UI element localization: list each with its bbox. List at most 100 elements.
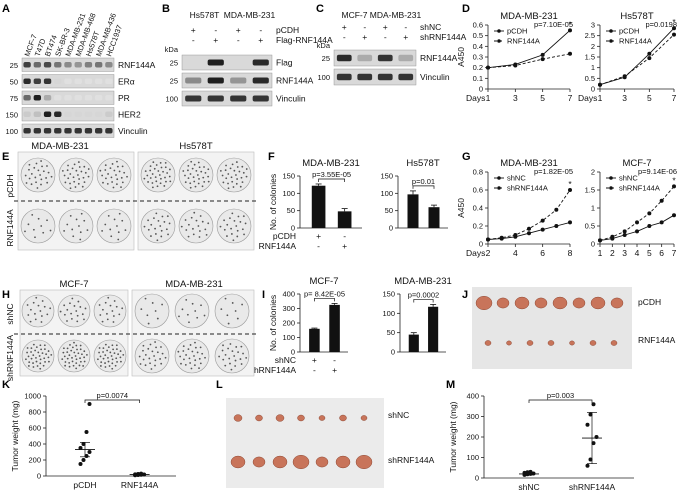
colony	[76, 320, 79, 323]
data-point	[568, 188, 572, 192]
y-tick-label: 50	[387, 328, 395, 337]
band	[84, 78, 93, 84]
row-label: RNF144A	[638, 335, 676, 345]
colony	[182, 170, 185, 172]
colony	[196, 351, 199, 354]
y-tick-label: 0	[37, 472, 41, 481]
colony	[102, 181, 104, 184]
colony	[189, 186, 192, 189]
culture-dish	[174, 293, 210, 329]
bar	[329, 304, 340, 352]
colony	[63, 313, 66, 316]
colony	[62, 347, 65, 350]
x-tick-label: 2	[486, 248, 491, 258]
colony	[113, 218, 116, 221]
colony	[190, 216, 193, 219]
colony	[187, 223, 190, 226]
series-line	[487, 53, 571, 69]
tumor	[569, 340, 575, 346]
y-tick-label: 0	[591, 240, 595, 249]
colony	[74, 186, 77, 188]
band	[23, 95, 31, 101]
significance-marker: *	[568, 179, 572, 189]
colony	[245, 356, 248, 359]
y-tick-label: 0	[479, 240, 483, 249]
bar	[337, 211, 352, 228]
colony	[199, 215, 202, 217]
colony	[226, 223, 229, 226]
colony	[66, 347, 69, 350]
colony	[230, 176, 233, 179]
group-label: MDA-MB-231	[31, 141, 89, 152]
colony	[151, 302, 154, 304]
chart-title: MDA-MB-231	[302, 158, 360, 169]
y-tick-label: 100	[282, 189, 295, 198]
colony	[182, 350, 185, 352]
colony	[231, 350, 234, 353]
data-point	[622, 229, 627, 234]
kda-marker: 100	[165, 95, 178, 104]
band	[94, 95, 103, 101]
colony	[44, 361, 46, 363]
treatment-sign: +	[316, 231, 321, 241]
colony	[123, 171, 126, 174]
culture-dish	[216, 208, 252, 244]
colony	[195, 219, 198, 222]
colony	[104, 164, 107, 167]
y-tick-label: 300	[282, 304, 295, 313]
colony	[222, 344, 224, 347]
band	[54, 95, 62, 101]
colony	[107, 356, 109, 359]
colony	[198, 367, 200, 370]
colony	[63, 355, 66, 358]
y-tick-label: 100	[466, 453, 479, 462]
colony	[110, 235, 113, 238]
colony	[167, 233, 169, 236]
colony	[26, 351, 28, 354]
colony	[104, 354, 107, 357]
y-tick-label: 1	[591, 63, 595, 72]
p-value-annotation: p=0.003	[547, 391, 574, 400]
treatment-sign: -	[259, 25, 262, 35]
colony	[164, 356, 167, 359]
colony	[75, 362, 78, 365]
data-point	[588, 457, 593, 462]
band	[105, 95, 113, 101]
band	[336, 54, 352, 62]
colony	[147, 181, 149, 183]
colony	[242, 352, 244, 355]
band	[33, 78, 42, 84]
colony	[160, 346, 162, 348]
blot-strip	[333, 68, 417, 86]
tumor	[252, 456, 266, 468]
panel-letter-i: I	[262, 289, 265, 301]
colony	[116, 165, 119, 168]
x-tick-label: 5	[647, 248, 652, 258]
panel-b-western-blot: Hs578T MDA-MB-231+ - + - pCDH- + - + Flag-RNF144A…	[165, 10, 333, 107]
colony	[49, 229, 52, 232]
bar	[309, 328, 320, 352]
colony	[75, 344, 78, 347]
culture-dish	[20, 208, 56, 244]
colony	[144, 354, 147, 356]
band	[94, 111, 103, 117]
colony	[194, 185, 197, 188]
colony	[79, 238, 82, 241]
colony	[115, 344, 118, 347]
colony	[107, 360, 110, 363]
treatment-sign: -	[363, 22, 366, 32]
colony	[112, 186, 115, 189]
treatment-sign: -	[343, 32, 346, 42]
colony	[230, 233, 233, 235]
colony	[155, 346, 157, 349]
culture-dish	[214, 338, 250, 374]
colony	[46, 219, 48, 222]
colony	[111, 163, 114, 165]
colony	[179, 355, 182, 358]
y-axis-label: A450	[456, 198, 466, 218]
colony	[161, 215, 164, 218]
y-tick-label: 0.5	[585, 222, 595, 231]
data-point	[540, 227, 545, 232]
band	[23, 128, 31, 134]
band-label: HER2	[118, 109, 141, 119]
